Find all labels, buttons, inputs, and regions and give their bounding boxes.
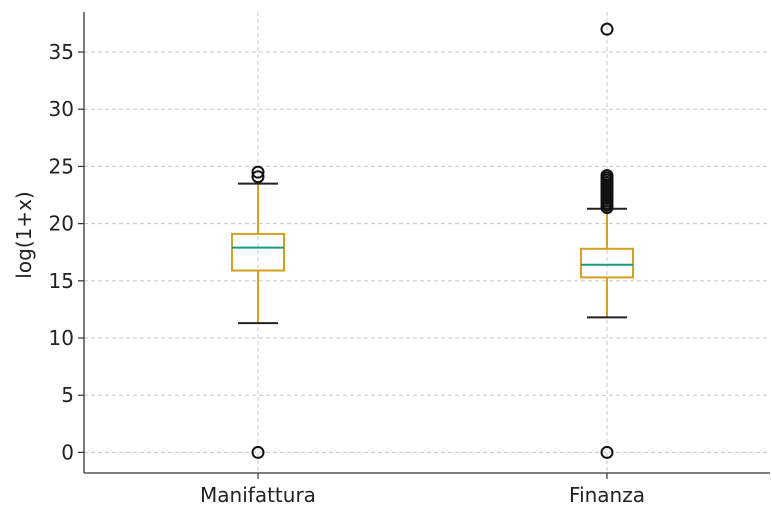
iqr-box [580, 247, 634, 279]
y-tick-label: 20 [49, 212, 74, 236]
outlier-point [251, 170, 265, 184]
grid-lines [84, 12, 770, 473]
box-manifattura [231, 165, 285, 459]
axes [78, 12, 770, 479]
y-tick-label: 35 [49, 40, 74, 64]
outlier-point [600, 22, 614, 36]
x-tick-labels: Manifattura Finanza [200, 483, 645, 506]
x-tick-label: Finanza [569, 483, 645, 506]
y-tick-label: 0 [61, 440, 74, 464]
y-tick-labels: 0 5 10 15 20 25 30 35 [49, 40, 74, 464]
iqr-box [231, 232, 285, 272]
y-tick-label: 10 [49, 326, 74, 350]
boxes [231, 22, 634, 459]
outlier-point [251, 165, 265, 179]
y-tick-label: 15 [49, 269, 74, 293]
outlier-point [600, 445, 614, 459]
outlier-point [251, 445, 265, 459]
y-tick-label: 30 [49, 97, 74, 121]
box-finanza [580, 22, 634, 459]
y-tick-label: 5 [61, 383, 74, 407]
x-tick-label: Manifattura [200, 483, 316, 506]
y-tick-label: 25 [49, 154, 74, 178]
y-axis-label: log(1+x) [12, 191, 36, 278]
outlier-point [600, 169, 614, 183]
